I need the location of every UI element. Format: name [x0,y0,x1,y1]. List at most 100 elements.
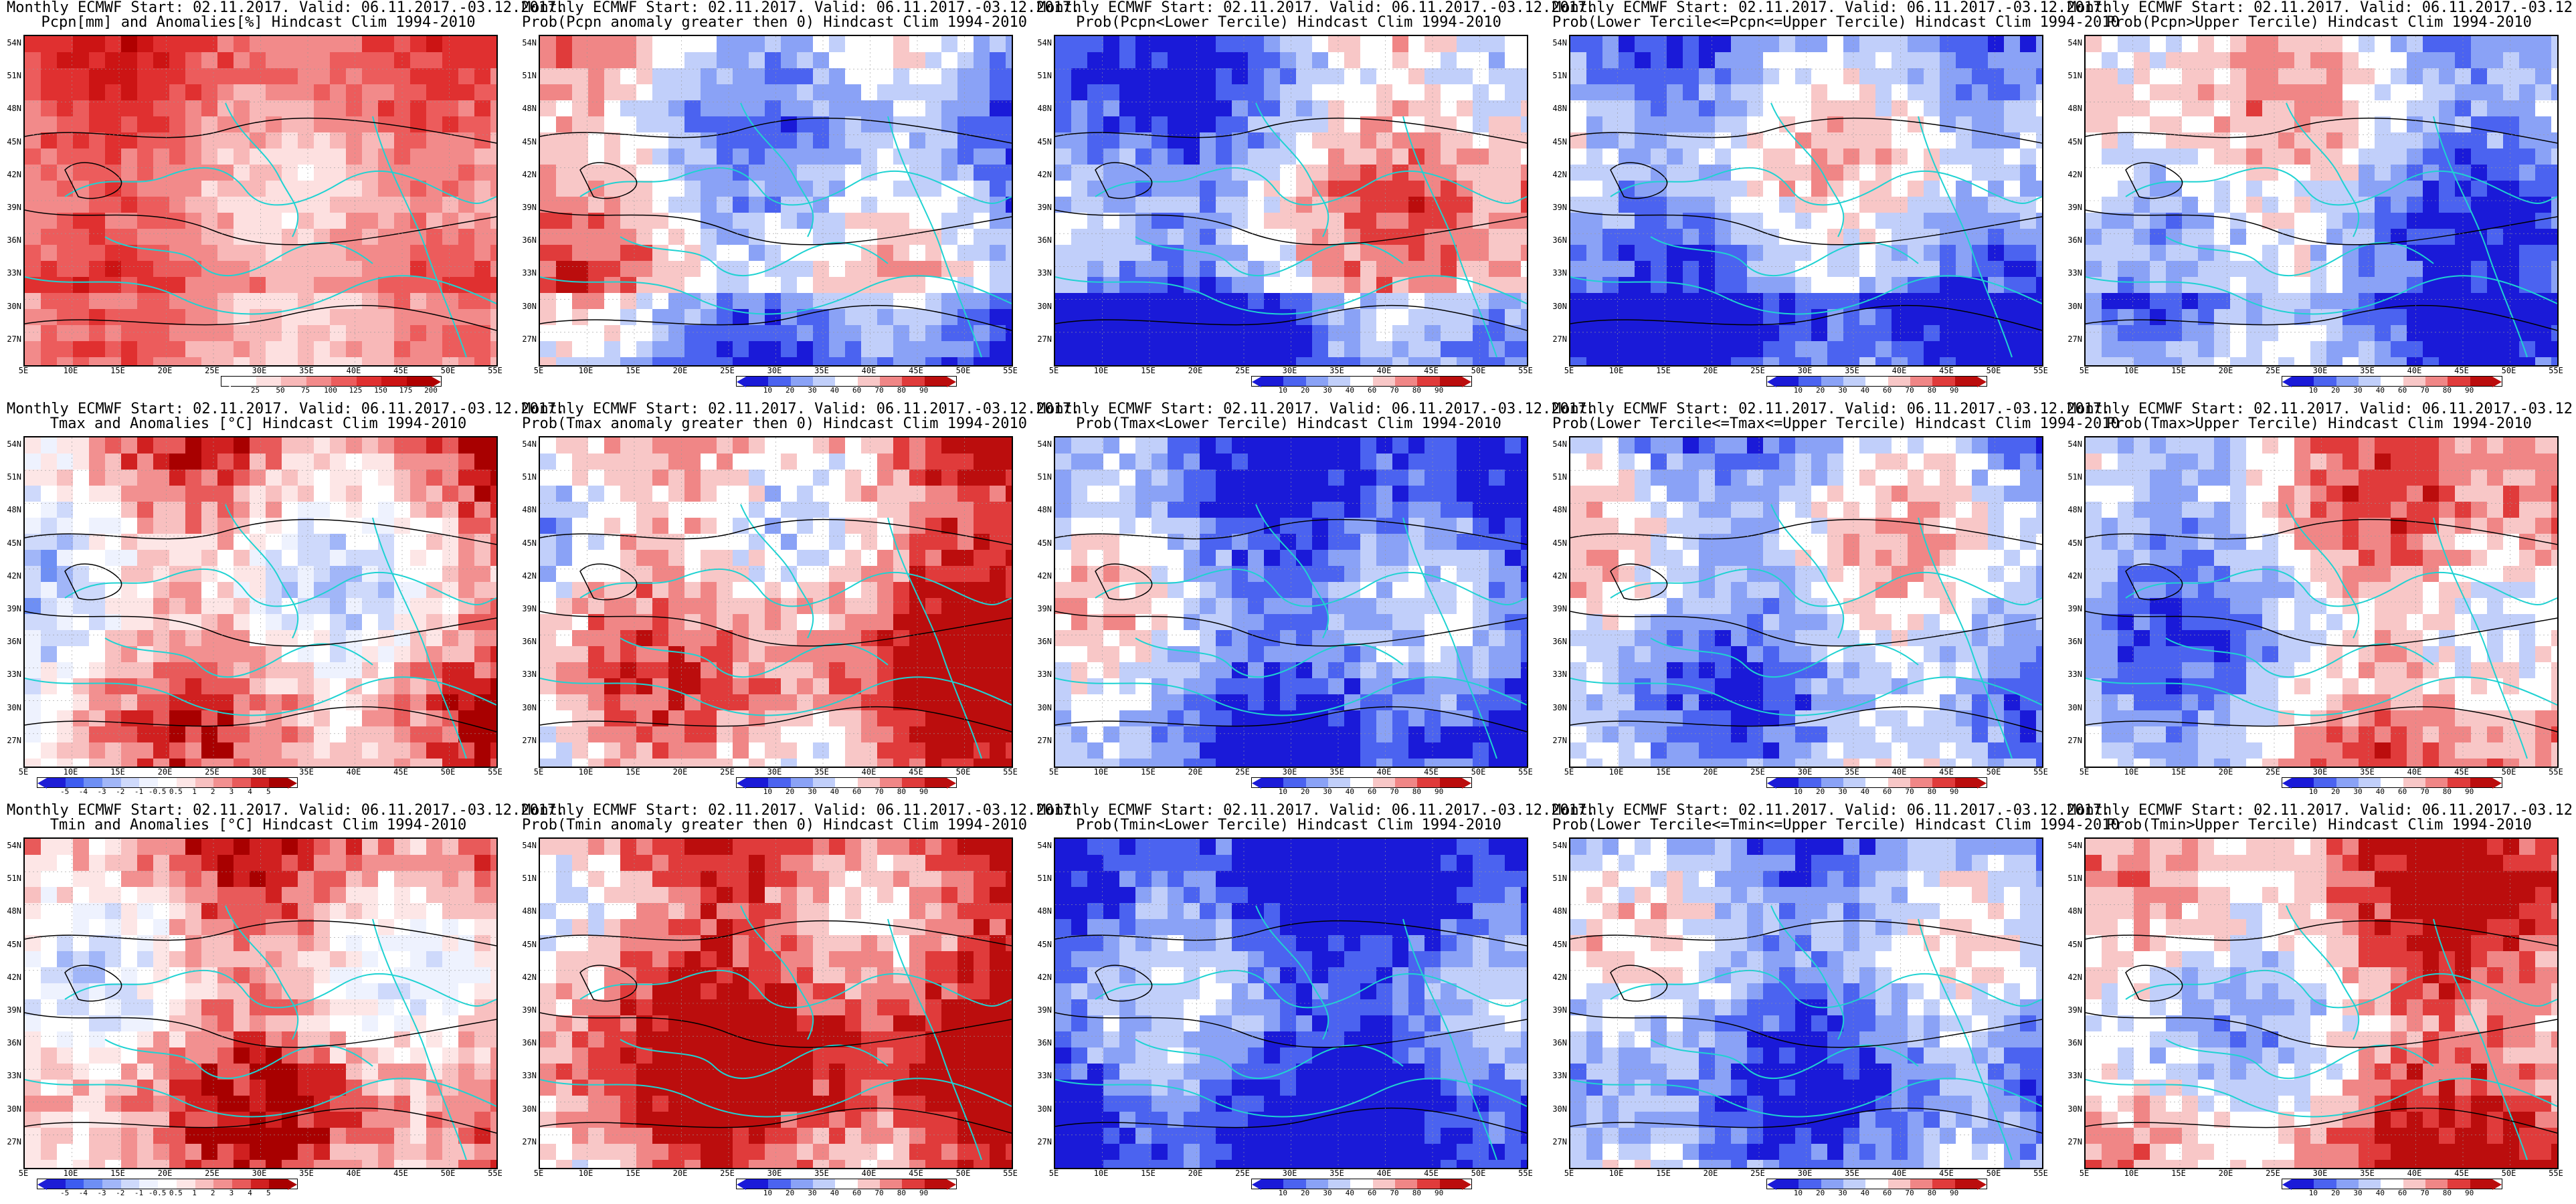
field-cell [2150,229,2167,245]
field-cell [1232,197,1249,213]
field-cell [1119,357,1136,365]
field-cell [362,614,379,631]
field-cell [1408,437,1425,454]
field-cell [2487,132,2504,149]
field-cell [877,646,894,663]
field-cell [556,662,573,679]
field-cell [2036,245,2042,262]
field-cell [1619,277,1635,294]
field-cell [845,502,862,518]
field-cell [153,84,170,101]
field-cell [394,341,411,358]
field-cell [57,68,74,85]
field-cell [346,181,363,197]
field-cell [1827,293,1844,310]
field-cell [2519,148,2536,165]
field-cell [1619,68,1635,85]
lon-label: 30E [767,767,782,777]
field-cell [1071,116,1088,133]
field-cell [1811,357,1828,365]
field-cell [701,759,717,767]
field-cell [1376,197,1393,213]
field-cell [346,84,363,101]
field-cell [1184,341,1200,358]
field-cell [1827,341,1844,358]
lon-label: 15E [1656,366,1671,375]
field-cell [2471,245,2488,262]
field-cell [781,277,798,294]
field-cell [2359,245,2375,262]
field-cell [330,213,347,229]
field-cell [426,550,443,567]
field-cell [1924,36,1940,53]
field-cell [1055,454,1072,470]
field-cell [1635,68,1651,85]
field-cell [2375,309,2391,326]
field-cell [1859,309,1876,326]
field-cell [652,68,669,85]
field-cell [73,165,90,181]
field-cell [2326,132,2343,149]
field-cell [861,598,878,615]
field-cell [925,116,942,133]
field-cell [2102,245,2118,262]
field-cell [442,502,459,518]
field-cell [1376,68,1393,85]
field-cell [957,261,974,278]
field-cell [572,454,589,470]
forecast-map [23,436,498,768]
field-cell [1843,148,1860,165]
field-cell [2020,68,2037,85]
field-cell [2246,277,2263,294]
lon-label: 50E [955,767,971,777]
field-cell [57,245,74,262]
field-cell [604,662,621,679]
field-cell [57,52,74,69]
field-cell [540,100,557,117]
colorbar-ticks: 25 50 75 100 125 150 175 200 [230,386,438,397]
field-cell [378,630,395,647]
field-cell [717,36,733,53]
field-cell [572,502,589,518]
field-cell [1908,357,1924,365]
field-cell [1232,165,1249,181]
field-cell [298,116,314,133]
field-cell [974,486,990,502]
field-cell [2535,148,2552,165]
lon-label: 15E [626,767,640,777]
field-cell [749,148,765,165]
field-cell [185,630,202,647]
field-cell [604,245,621,262]
field-cell [474,229,491,245]
field-cell [990,566,1006,583]
field-cell [266,261,282,278]
field-cell [314,486,331,502]
field-cell [1747,181,1764,197]
field-cell [378,486,395,502]
field-cell [394,277,411,294]
field-cell [1843,277,1860,294]
field-cell [234,68,250,85]
field-cell [829,742,846,759]
field-cell [121,229,138,245]
field-cell [2487,84,2504,101]
field-cell [330,646,347,663]
field-cell [169,470,186,486]
field-cell [636,630,653,647]
field-cell [1505,325,1522,342]
field-cell [877,148,894,165]
lon-label: 5E [1048,366,1059,375]
colorbar-segment [902,778,925,787]
field-cell [556,598,573,615]
lat-label: 39N [7,203,21,212]
field-cell [845,325,862,342]
field-cell [1168,454,1184,470]
field-cell [797,742,814,759]
field-cell [1586,165,1603,181]
field-cell [765,454,781,470]
field-cell [490,68,496,85]
field-cell [877,710,894,727]
field-cell [201,678,218,695]
field-cell [925,742,942,759]
field-cell [1521,116,1527,133]
